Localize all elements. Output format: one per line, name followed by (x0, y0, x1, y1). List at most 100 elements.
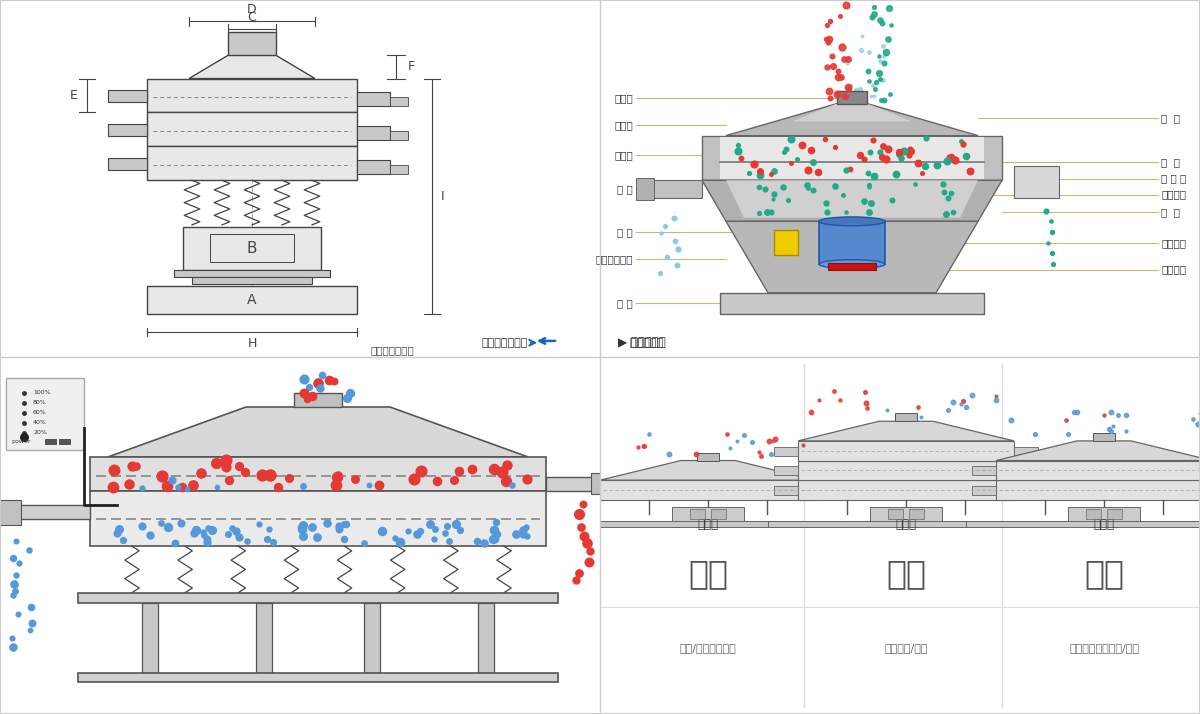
Bar (996, 461, 1200, 480)
Bar (710, 510, 726, 520)
Text: 下部重锤: 下部重锤 (1162, 264, 1186, 275)
Text: 出料口: 出料口 (614, 150, 634, 161)
Bar (90, 491, 546, 546)
Bar (798, 480, 1014, 500)
Bar (910, 510, 924, 520)
Bar (46, 439, 55, 444)
Polygon shape (792, 104, 912, 121)
Bar (1086, 510, 1102, 520)
Text: 20%: 20% (34, 430, 47, 436)
Text: 弹 簧: 弹 簧 (617, 227, 634, 237)
Bar (546, 477, 600, 491)
Bar (148, 286, 358, 314)
Polygon shape (726, 221, 978, 293)
Bar (818, 221, 886, 264)
Bar (570, 521, 846, 527)
Bar (148, 112, 358, 146)
Polygon shape (726, 180, 978, 218)
Bar (774, 486, 798, 495)
Text: I: I (442, 190, 445, 203)
Bar (108, 91, 148, 102)
Bar (358, 160, 390, 174)
Bar (798, 441, 1014, 461)
Text: 分级: 分级 (688, 557, 728, 590)
Bar (774, 466, 798, 476)
Bar (720, 138, 984, 178)
Polygon shape (726, 104, 978, 136)
Text: 去除液体中的颗粒/异物: 去除液体中的颗粒/异物 (1069, 643, 1139, 653)
Bar (702, 136, 1002, 180)
Bar (1108, 510, 1122, 520)
Text: E: E (70, 89, 78, 102)
Bar (365, 603, 379, 673)
Text: 颗粒/粉末准确分级: 颗粒/粉末准确分级 (679, 643, 737, 653)
Bar (294, 393, 342, 407)
Bar (257, 603, 272, 673)
Bar (210, 234, 294, 262)
Bar (148, 79, 358, 112)
Text: 上部重锤: 上部重锤 (1162, 189, 1186, 200)
Bar (174, 270, 330, 276)
Bar (972, 486, 996, 495)
Bar (648, 180, 702, 198)
Text: 筛  盘: 筛 盘 (1162, 207, 1180, 218)
Text: D: D (247, 3, 257, 16)
Text: 机 座: 机 座 (617, 298, 634, 308)
Polygon shape (190, 56, 314, 79)
Text: 除杂: 除杂 (1084, 557, 1124, 590)
Bar (768, 521, 1044, 527)
Bar (479, 603, 494, 673)
Bar (672, 507, 744, 521)
Bar (18, 506, 90, 520)
Bar (1014, 447, 1038, 456)
Text: 单层式: 单层式 (697, 518, 719, 531)
Bar (690, 510, 706, 520)
Bar (870, 507, 942, 521)
Text: 40%: 40% (34, 420, 47, 426)
Text: 网  架: 网 架 (1162, 157, 1180, 168)
Bar (358, 92, 390, 106)
Text: F: F (408, 61, 415, 74)
Text: 外形尺寸示意图: 外形尺寸示意图 (371, 345, 414, 355)
Bar (6, 378, 84, 450)
Bar (1014, 486, 1038, 495)
Bar (108, 124, 148, 136)
Bar (228, 32, 276, 56)
Text: 80%: 80% (34, 400, 47, 406)
Bar (1093, 433, 1115, 441)
Text: 防尘盖: 防尘盖 (614, 120, 634, 130)
Bar (966, 521, 1200, 527)
Ellipse shape (818, 260, 886, 268)
Bar (1014, 166, 1060, 198)
Text: 外形尺寸示意图: 外形尺寸示意图 (481, 338, 528, 348)
Polygon shape (798, 421, 1014, 441)
Text: H: H (247, 337, 257, 350)
Bar (78, 673, 558, 682)
Polygon shape (702, 180, 1002, 221)
Bar (90, 457, 546, 491)
Bar (1014, 466, 1038, 476)
Text: 加 重 块: 加 重 块 (1162, 174, 1187, 183)
Bar (888, 510, 904, 520)
Bar (816, 486, 840, 495)
Text: 双层式: 双层式 (1093, 518, 1115, 531)
Text: 60%: 60% (34, 410, 47, 416)
Ellipse shape (818, 217, 886, 226)
Text: B: B (247, 241, 257, 256)
Bar (828, 263, 876, 269)
Bar (798, 461, 1014, 480)
Bar (0, 500, 20, 525)
Text: 100%: 100% (34, 390, 50, 396)
Text: 筛  网: 筛 网 (1162, 113, 1180, 123)
Bar (78, 593, 558, 603)
Bar (636, 178, 654, 200)
Text: 进料口: 进料口 (614, 93, 634, 104)
Text: 振动电机: 振动电机 (1162, 238, 1186, 248)
Bar (108, 159, 148, 170)
Bar (697, 453, 719, 461)
Polygon shape (996, 441, 1200, 461)
Text: power: power (11, 439, 31, 444)
Polygon shape (600, 461, 816, 480)
Bar (600, 480, 816, 500)
Polygon shape (108, 407, 528, 457)
